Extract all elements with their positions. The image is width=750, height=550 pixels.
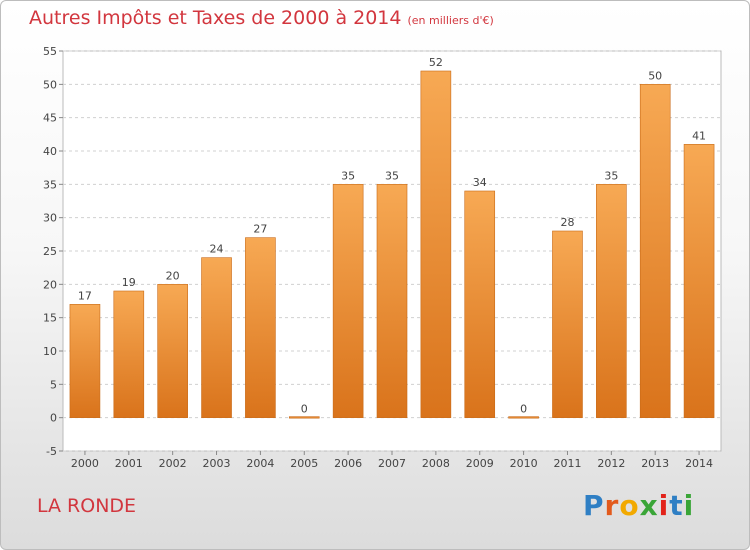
bar <box>552 230 583 418</box>
bar <box>639 84 671 418</box>
logo-letter: i <box>658 489 670 522</box>
data-label: 34 <box>473 176 487 189</box>
data-label: 35 <box>604 169 618 182</box>
x-tick-label: 2012 <box>597 457 625 470</box>
place-label: LA RONDE <box>37 495 137 517</box>
logo-letter: o <box>619 489 640 522</box>
y-tick-label: 55 <box>43 45 57 58</box>
data-label: 24 <box>210 243 224 256</box>
x-tick-label: 2004 <box>246 457 274 470</box>
y-tick-label: 35 <box>43 178 57 191</box>
x-tick-label: 2002 <box>159 457 187 470</box>
data-label: 41 <box>692 129 706 142</box>
y-tick-label: 25 <box>43 245 57 258</box>
data-label: 28 <box>560 216 574 229</box>
data-label: 50 <box>648 69 662 82</box>
x-tick-label: 2003 <box>203 457 231 470</box>
bar <box>157 284 188 418</box>
logo-letter: P <box>583 489 605 522</box>
bar <box>508 416 539 419</box>
bar <box>420 70 452 418</box>
data-label: 20 <box>166 269 180 282</box>
data-label: 0 <box>520 403 527 416</box>
y-tick-label: 20 <box>43 278 57 291</box>
x-tick-label: 2006 <box>334 457 362 470</box>
chart-title: Autres Impôts et Taxes de 2000 à 2014 (en… <box>29 7 494 29</box>
data-label: 0 <box>301 403 308 416</box>
y-tick-label: 5 <box>50 378 57 391</box>
bar <box>201 257 232 418</box>
data-label: 52 <box>429 56 443 69</box>
logo-letter: t <box>669 489 684 522</box>
x-tick-label: 2010 <box>510 457 538 470</box>
x-tick-label: 2014 <box>685 457 713 470</box>
bar <box>376 184 408 418</box>
y-tick-label: 30 <box>43 212 57 225</box>
title-text: Autres Impôts et Taxes de 2000 à 2014 <box>29 7 402 29</box>
y-tick-label: 45 <box>43 112 57 125</box>
y-tick-label: 0 <box>50 412 57 425</box>
unit-note: (en milliers d'€) <box>407 14 494 27</box>
bar <box>596 184 627 418</box>
y-tick-label: 40 <box>43 145 57 158</box>
logo-letter: r <box>604 489 620 522</box>
logo-letter: i <box>683 489 695 522</box>
data-label: 27 <box>253 223 267 236</box>
x-tick-label: 2001 <box>115 457 143 470</box>
data-label: 35 <box>341 169 355 182</box>
bar <box>464 190 496 418</box>
x-tick-label: 2011 <box>553 457 581 470</box>
x-tick-label: 2000 <box>71 457 99 470</box>
x-tick-label: 2009 <box>466 457 494 470</box>
bar <box>69 304 101 418</box>
bar <box>288 416 320 419</box>
y-tick-label: -5 <box>46 445 57 458</box>
data-label: 35 <box>385 169 399 182</box>
y-tick-label: 15 <box>43 312 57 325</box>
data-label: 19 <box>122 276 136 289</box>
x-tick-label: 2007 <box>378 457 406 470</box>
proxiti-logo: Proxiti <box>583 489 694 522</box>
bar <box>245 237 276 418</box>
bar <box>683 144 715 418</box>
y-tick-label: 50 <box>43 78 57 91</box>
data-label: 17 <box>78 289 92 302</box>
y-tick-label: 10 <box>43 345 57 358</box>
x-tick-label: 2008 <box>422 457 450 470</box>
logo-letter: x <box>639 489 659 522</box>
bar <box>332 184 364 418</box>
x-tick-label: 2005 <box>290 457 318 470</box>
bar <box>113 290 145 418</box>
x-tick-label: 2013 <box>641 457 669 470</box>
